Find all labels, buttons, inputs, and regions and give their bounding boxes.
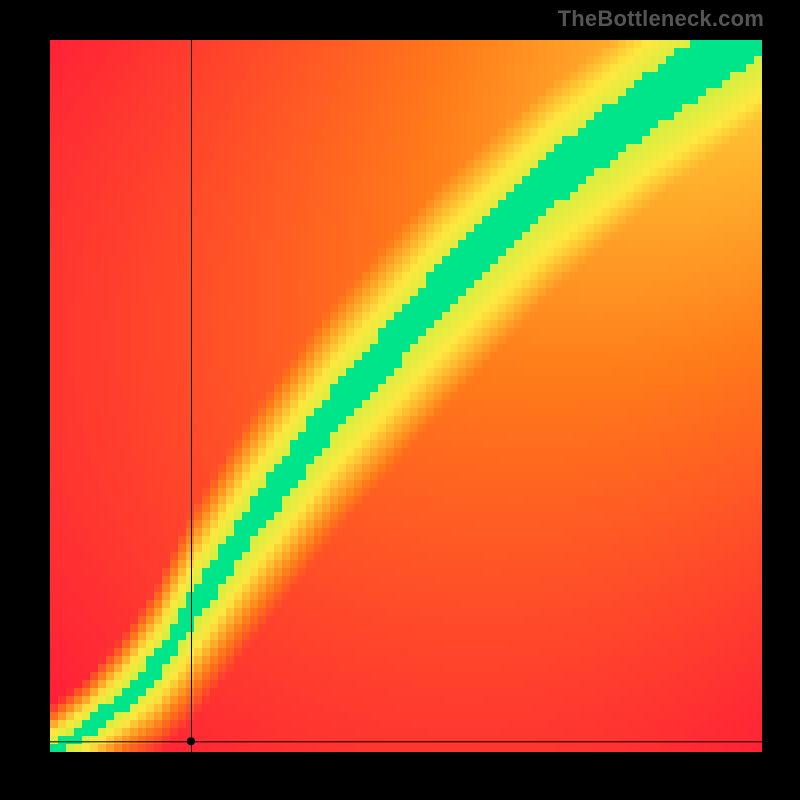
heatmap-plot — [50, 40, 762, 752]
watermark-text: TheBottleneck.com — [558, 6, 764, 32]
heatmap-canvas — [50, 40, 762, 752]
chart-container: { "watermark": { "text": "TheBottleneck.… — [0, 0, 800, 800]
